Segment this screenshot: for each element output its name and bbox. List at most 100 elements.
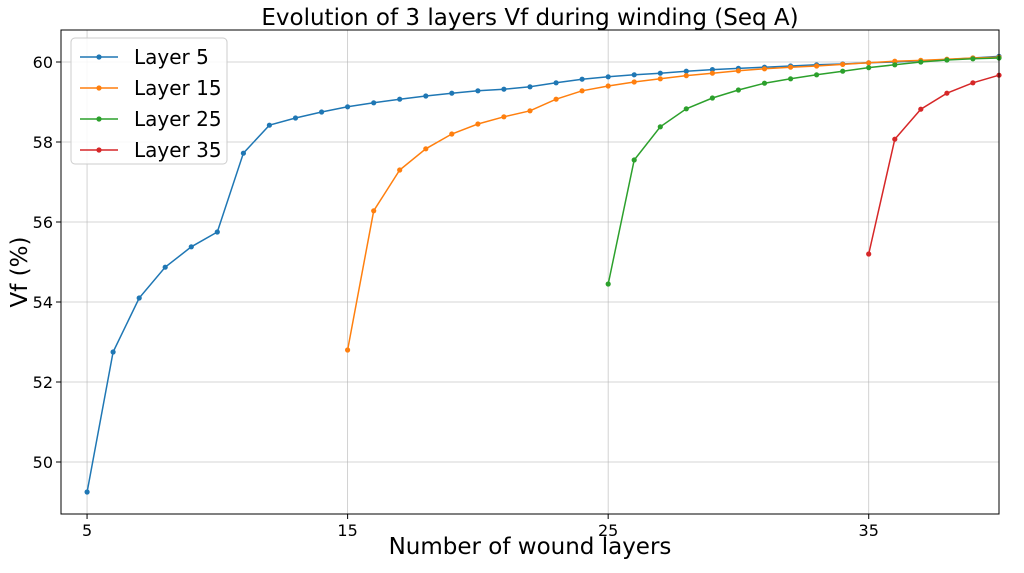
data-point xyxy=(397,167,403,173)
data-point xyxy=(918,59,924,65)
data-point xyxy=(501,86,507,92)
legend-marker xyxy=(96,85,102,91)
data-point xyxy=(371,100,377,106)
data-point xyxy=(814,72,820,78)
data-point xyxy=(892,62,898,68)
data-point xyxy=(449,131,455,137)
data-point xyxy=(110,349,116,355)
x-tick-label: 25 xyxy=(598,521,618,540)
data-point xyxy=(423,146,429,152)
data-point xyxy=(292,115,299,121)
legend: Layer 5 Layer 15 Layer 25 Layer 35 xyxy=(70,37,228,165)
y-tick-label: 60 xyxy=(33,53,53,72)
data-point xyxy=(735,87,742,93)
legend-marker xyxy=(96,116,102,122)
legend-label: Layer 5 xyxy=(134,45,209,69)
data-point xyxy=(657,70,663,76)
y-tick-label: 52 xyxy=(33,373,53,392)
legend-label: Layer 25 xyxy=(134,107,222,131)
series-2 xyxy=(345,54,1002,353)
data-point xyxy=(892,136,898,142)
series-group xyxy=(84,53,1002,495)
x-axis: 5 15 25 35 xyxy=(82,514,879,540)
series-3 xyxy=(605,55,1002,287)
legend-label: Layer 15 xyxy=(134,76,222,100)
data-point xyxy=(735,68,742,74)
data-point xyxy=(683,106,689,112)
plot-frame xyxy=(60,29,1000,515)
data-point xyxy=(84,489,90,495)
series-line xyxy=(867,74,1000,255)
data-point xyxy=(579,88,585,94)
data-point xyxy=(579,76,585,82)
legend-box xyxy=(70,37,228,165)
data-point xyxy=(944,90,950,96)
data-point xyxy=(761,80,768,86)
data-point xyxy=(970,56,976,62)
data-point xyxy=(840,68,846,74)
data-point xyxy=(866,60,872,66)
data-point xyxy=(553,80,559,86)
series-line xyxy=(607,57,1000,285)
data-point xyxy=(449,90,455,96)
data-point xyxy=(631,79,637,85)
data-point xyxy=(162,264,168,270)
data-point xyxy=(214,229,220,235)
series-line xyxy=(346,56,1000,351)
data-point xyxy=(657,124,663,130)
series-4 xyxy=(866,72,1002,257)
data-point xyxy=(553,96,559,102)
data-point xyxy=(475,88,481,94)
x-axis-label: Number of wound layers xyxy=(389,534,672,560)
data-point xyxy=(605,83,611,89)
data-point xyxy=(266,122,272,128)
data-point xyxy=(788,64,794,70)
data-point xyxy=(866,65,872,71)
data-point xyxy=(683,68,689,74)
legend-item: Layer 35 xyxy=(80,138,222,162)
chart-title: Evolution of 3 layers Vf during winding … xyxy=(261,5,798,31)
legend-item: Layer 15 xyxy=(80,76,222,100)
data-point xyxy=(892,58,898,64)
x-tick-label: 35 xyxy=(859,521,879,540)
data-point xyxy=(970,80,976,86)
data-point xyxy=(475,121,481,127)
data-point xyxy=(709,67,716,73)
data-point xyxy=(788,76,794,82)
data-point xyxy=(657,76,663,82)
y-tick-label: 50 xyxy=(33,453,53,472)
data-point xyxy=(371,208,377,214)
data-point xyxy=(345,347,351,353)
legend-marker xyxy=(96,54,102,60)
y-tick-label: 56 xyxy=(33,213,53,232)
data-point xyxy=(631,157,637,163)
data-point xyxy=(918,106,924,112)
x-tick-label: 5 xyxy=(82,521,92,540)
data-point xyxy=(136,295,142,301)
data-point xyxy=(397,96,403,102)
data-point xyxy=(605,74,611,80)
y-tick-label: 54 xyxy=(33,293,53,312)
data-point xyxy=(527,108,533,114)
data-point xyxy=(345,104,351,110)
data-point xyxy=(319,109,325,115)
y-tick-label: 58 xyxy=(33,133,53,152)
data-point xyxy=(761,66,768,72)
data-point xyxy=(866,251,872,257)
data-point xyxy=(501,114,507,120)
data-point xyxy=(683,73,689,79)
data-point xyxy=(240,150,246,156)
legend-label: Layer 35 xyxy=(134,138,222,162)
data-point xyxy=(709,95,716,101)
y-axis: 50 52 54 56 58 60 xyxy=(33,53,61,472)
data-point xyxy=(840,61,846,67)
data-point xyxy=(605,281,611,287)
data-point xyxy=(814,63,820,69)
legend-item: Layer 25 xyxy=(80,107,222,131)
legend-marker xyxy=(96,147,102,153)
data-point xyxy=(527,84,533,90)
data-point xyxy=(944,57,950,63)
data-point xyxy=(188,244,194,250)
y-axis-label: Vf (%) xyxy=(7,237,33,308)
